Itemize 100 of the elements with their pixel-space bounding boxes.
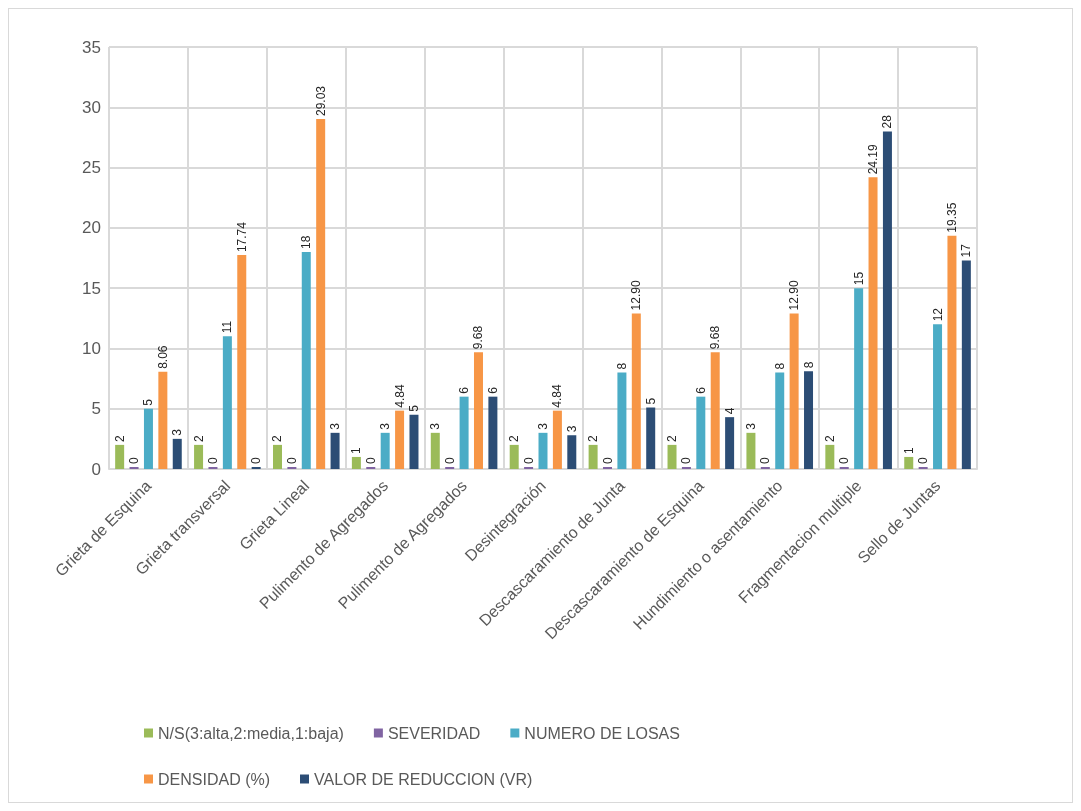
data-label: 3: [536, 422, 550, 430]
bar: [882, 131, 892, 469]
bar: [567, 435, 577, 469]
y-tick-label: 20: [82, 218, 101, 238]
bar: [222, 336, 232, 469]
y-tick-label: 15: [82, 278, 101, 298]
data-label: 8.06: [155, 345, 170, 369]
bar: [330, 432, 340, 469]
data-label: 8: [614, 362, 629, 370]
bar: [868, 177, 878, 469]
data-label: 0: [249, 457, 264, 464]
bar: [775, 372, 785, 469]
data-label: 0: [916, 457, 931, 464]
y-tick-label: 25: [82, 158, 101, 178]
data-label: 2: [586, 434, 601, 442]
data-label: 17: [959, 243, 974, 258]
data-label: 6: [457, 386, 472, 394]
data-label: 9.68: [708, 325, 723, 350]
data-label: 0: [600, 457, 615, 464]
data-label: 6: [693, 386, 708, 394]
data-label: 0: [127, 457, 142, 464]
data-label: 0: [205, 457, 220, 464]
data-label: 2: [507, 434, 522, 442]
legend-label: SEVERIDAD: [387, 724, 481, 742]
bar: [459, 396, 469, 469]
data-label: 1: [349, 446, 364, 454]
legend-label: NUMERO DE LOSAS: [524, 724, 680, 742]
bar: [667, 444, 677, 469]
bar: [237, 255, 247, 469]
y-tick-label: 10: [82, 338, 101, 358]
legend-label: VALOR DE REDUCCION (VR): [314, 770, 533, 788]
y-tick-label: 5: [91, 399, 101, 419]
bar: [488, 396, 498, 469]
bar: [854, 288, 864, 469]
data-label: 29.03: [313, 85, 328, 116]
bar: [143, 408, 153, 469]
bar: [746, 432, 756, 469]
bar: [825, 444, 835, 469]
bar: [194, 444, 204, 469]
bar: [409, 414, 419, 469]
data-label: 0: [837, 457, 852, 464]
bar: [933, 324, 943, 469]
data-label: 28: [880, 114, 895, 129]
data-label: 6: [485, 386, 500, 394]
data-label: 15: [851, 271, 866, 286]
data-label: 11: [220, 320, 235, 334]
bar: [696, 396, 706, 469]
bar: [588, 444, 598, 469]
data-label: 19.35: [944, 202, 959, 233]
bar: [617, 372, 627, 469]
bar: [316, 118, 326, 469]
data-label: 1: [901, 446, 916, 454]
data-label: 5: [643, 397, 658, 405]
data-label: 4.84: [550, 383, 565, 408]
y-tick-label: 35: [82, 37, 101, 57]
bar: [538, 432, 548, 469]
data-label: 9.68: [471, 325, 486, 350]
data-label: 0: [521, 457, 536, 464]
bar: [395, 410, 405, 469]
data-label: 3: [743, 422, 758, 430]
bar: [789, 313, 799, 469]
data-label: 3: [328, 422, 343, 430]
bar: [115, 444, 125, 469]
data-label: 2: [112, 434, 127, 442]
data-label: 12: [930, 307, 945, 322]
data-label: 12.90: [787, 280, 802, 311]
bar: [351, 456, 361, 469]
y-tick-label: 0: [91, 459, 101, 479]
bar: [301, 251, 311, 469]
data-label: 0: [284, 457, 299, 464]
data-label: 2: [191, 434, 206, 442]
data-label: 0: [679, 457, 694, 464]
bar: [552, 410, 562, 469]
bar: [272, 444, 282, 469]
data-label: 4.84: [392, 383, 407, 408]
bar: [473, 352, 483, 469]
bar: [430, 432, 440, 469]
data-label: 24.19: [866, 143, 881, 175]
data-label: 5: [141, 398, 156, 406]
data-label: 8: [801, 361, 816, 369]
data-label: 5: [406, 404, 421, 412]
bar: [646, 407, 656, 469]
bar: [904, 456, 914, 469]
data-label: 2: [270, 434, 285, 442]
data-label: 17.74: [234, 221, 249, 253]
bar: [725, 417, 735, 469]
data-label: 0: [442, 457, 457, 464]
data-label: 2: [665, 434, 680, 442]
bar: [961, 260, 971, 469]
data-label: 3: [378, 422, 393, 430]
bar: [710, 352, 720, 469]
data-label: 0: [758, 457, 773, 464]
bar: [804, 371, 814, 469]
data-label: 2: [822, 434, 837, 442]
data-label: 12.90: [629, 280, 644, 311]
data-label: 3: [170, 428, 185, 436]
bar: [380, 432, 390, 469]
y-tick-label: 30: [82, 97, 101, 117]
data-label: 3: [564, 425, 579, 433]
bar: [947, 235, 957, 469]
